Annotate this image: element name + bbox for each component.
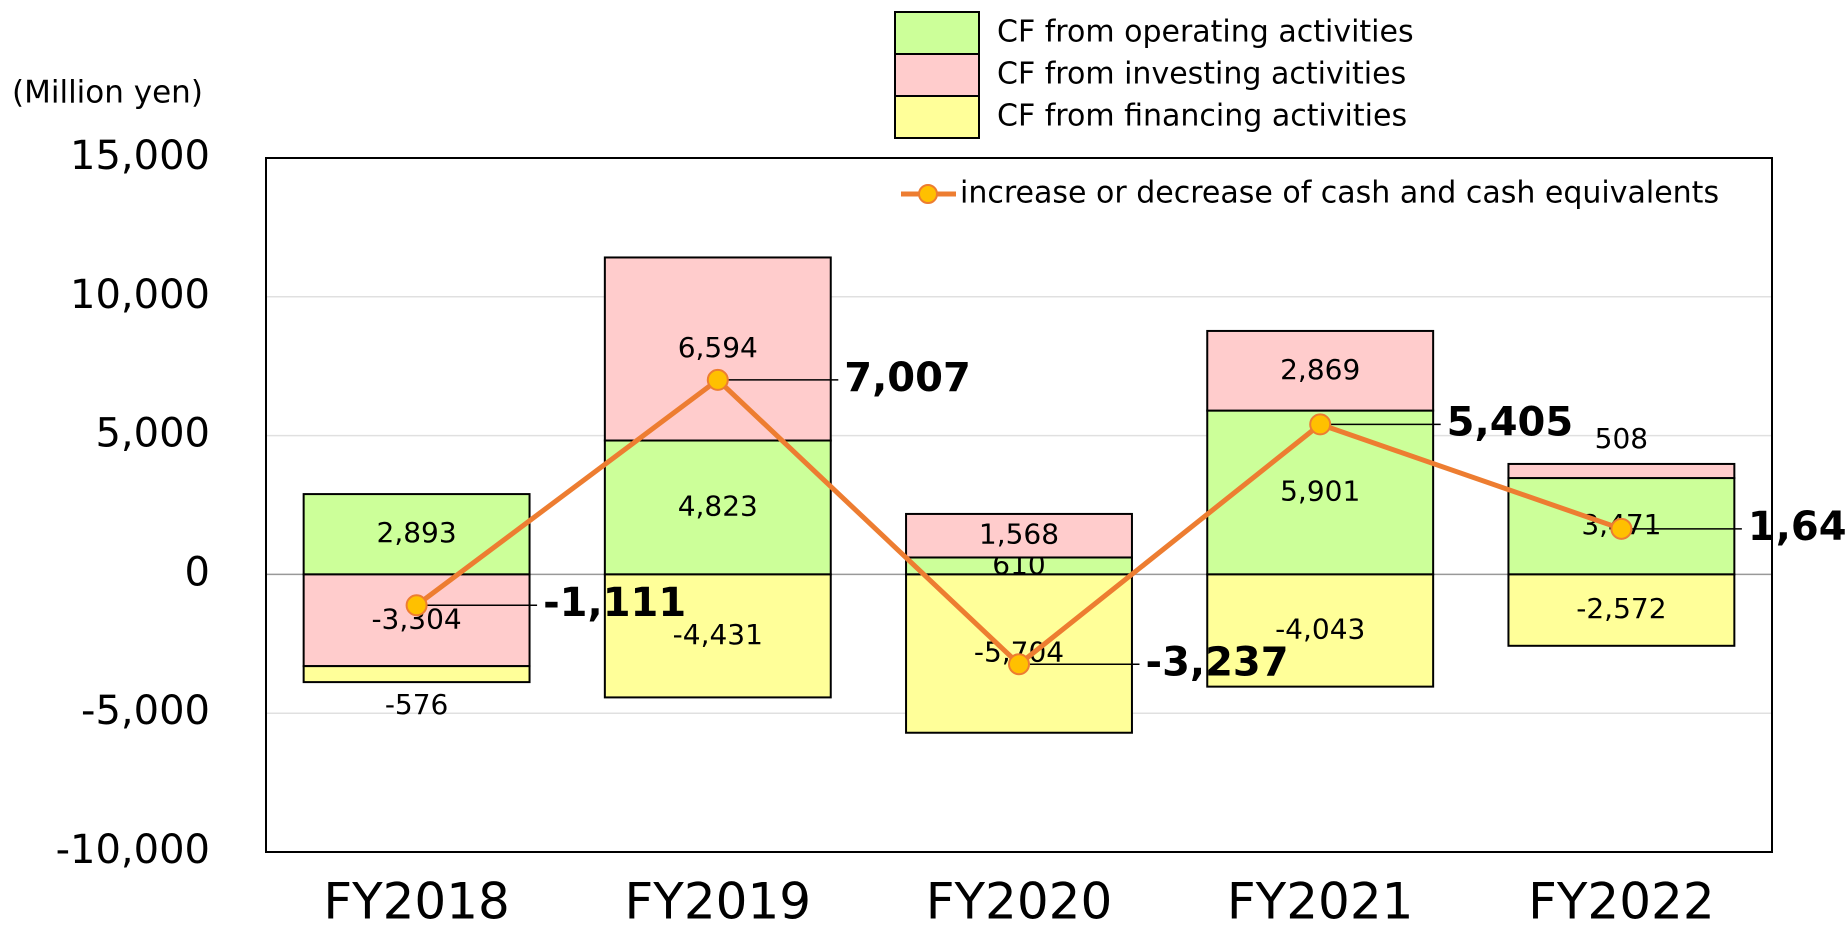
x-tick-label: FY2021 [1227,873,1414,931]
line-data-label: 7,007 [844,355,971,401]
plot-frame [265,157,1773,853]
data-label: 508 [1595,422,1648,455]
line-data-label: -3,237 [1145,639,1288,685]
y-tick-label: -10,000 [56,827,210,873]
legend-swatch [894,53,980,97]
data-label: -4,431 [673,618,763,651]
line-marker [1008,653,1030,676]
x-tick-label: FY2022 [1528,873,1715,931]
bar-segment [302,665,531,684]
data-label: 4,823 [678,489,758,522]
bar-segment [302,573,531,668]
data-label: 2,869 [1280,353,1360,386]
data-label: 5,901 [1280,474,1360,507]
data-label: -4,043 [1275,613,1365,646]
y-tick-label: -5,000 [81,688,210,734]
data-label: 6,594 [678,331,758,364]
legend-label: increase or decrease of cash and cash eq… [960,176,1719,211]
bar-segment [905,512,1133,559]
y-tick-label: 0 [185,549,210,595]
x-tick-label: FY2018 [323,873,510,931]
line-data-label: 5,405 [1447,399,1574,445]
y-tick-label: 10,000 [70,272,210,318]
line-marker [1610,517,1633,540]
line-marker [405,594,428,617]
data-label: 1,568 [979,518,1059,551]
bar-segment [1507,462,1736,480]
bar-segment [1206,573,1435,688]
legend-label: CF from investing activities [997,57,1406,92]
legend-label: CF from operating activities [997,15,1414,50]
x-tick-label: FY2019 [625,873,812,931]
bar-segment [1206,329,1435,412]
bar-segment [1206,409,1435,576]
legend-marker [918,184,938,204]
data-label: -2,572 [1576,592,1666,625]
legend-swatch [894,95,980,139]
line-marker [1309,413,1332,436]
legend-label: CF from financing activities [997,99,1407,134]
x-tick-label: FY2020 [926,873,1113,931]
legend-swatch [894,11,980,55]
y-axis-label: (Million yen) [12,75,203,111]
y-tick-label: 5,000 [95,411,210,457]
bar-segment [603,256,832,442]
data-label: -576 [385,688,449,721]
bar-segment [603,573,832,699]
data-label: 2,893 [377,516,457,549]
y-tick-label: 15,000 [70,133,210,179]
line-data-label: -1,111 [543,580,686,626]
line-data-label: 1,642 [1748,504,1845,550]
line-marker [706,368,729,391]
bar-segment [1507,573,1736,647]
